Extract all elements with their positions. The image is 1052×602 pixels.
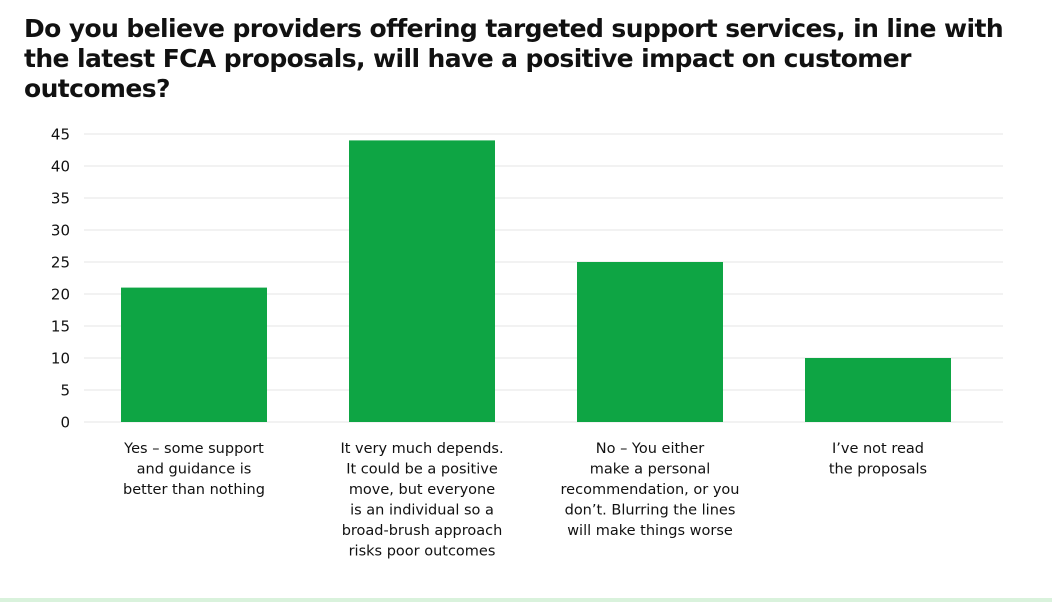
chart-title: Do you believe providers offering target… (24, 14, 1004, 103)
x-tick-label-line: broad-brush approach (342, 523, 503, 539)
x-tick-label-line: It could be a positive (346, 462, 498, 478)
y-tick-label: 5 (60, 382, 70, 400)
y-tick-label: 10 (51, 350, 70, 368)
x-tick-label: No – You either make a personal recommenda… (561, 441, 740, 539)
y-tick-label: 25 (51, 254, 70, 272)
x-tick-label-line: the proposals (829, 462, 927, 478)
footer-band (0, 598, 1052, 602)
x-tick-label-line: and guidance is (137, 462, 252, 478)
x-tick-label-line: make a personal (590, 462, 711, 478)
x-axis-labels: Yes – some support and guidance is better … (123, 441, 927, 560)
x-tick-label-line: recommendation, or you (561, 482, 740, 498)
y-axis-ticks: 0 5 10 15 20 25 30 35 40 45 (51, 126, 70, 432)
bar (121, 287, 267, 422)
y-tick-label: 20 (51, 286, 70, 304)
x-tick-label-line: move, but everyone (349, 482, 495, 498)
y-tick-label: 40 (51, 158, 70, 176)
x-tick-label: It very much depends. It could be a posit… (340, 441, 503, 560)
x-tick-label-line: is an individual so a (350, 503, 494, 519)
x-tick-label-line: will make things worse (567, 523, 733, 539)
y-tick-label: 15 (51, 318, 70, 336)
y-tick-label: 30 (51, 222, 70, 240)
x-tick-label-line: It very much depends. (340, 441, 503, 457)
x-tick-label-line: better than nothing (123, 482, 265, 498)
y-tick-label: 0 (60, 414, 70, 432)
x-tick-label-line: No – You either (596, 441, 705, 457)
x-tick-label-line: I’ve not read (832, 441, 924, 457)
bar (349, 140, 495, 422)
x-tick-label-line: risks poor outcomes (349, 544, 496, 560)
bar (805, 358, 951, 422)
x-tick-label: I’ve not read the proposals (829, 441, 927, 478)
y-tick-label: 35 (51, 190, 70, 208)
x-tick-label-line: don’t. Blurring the lines (565, 503, 736, 519)
bar (577, 262, 723, 422)
x-tick-label: Yes – some support and guidance is better … (123, 441, 265, 498)
bars (121, 140, 951, 422)
x-tick-label-line: Yes – some support (123, 441, 264, 457)
y-tick-label: 45 (51, 126, 70, 144)
